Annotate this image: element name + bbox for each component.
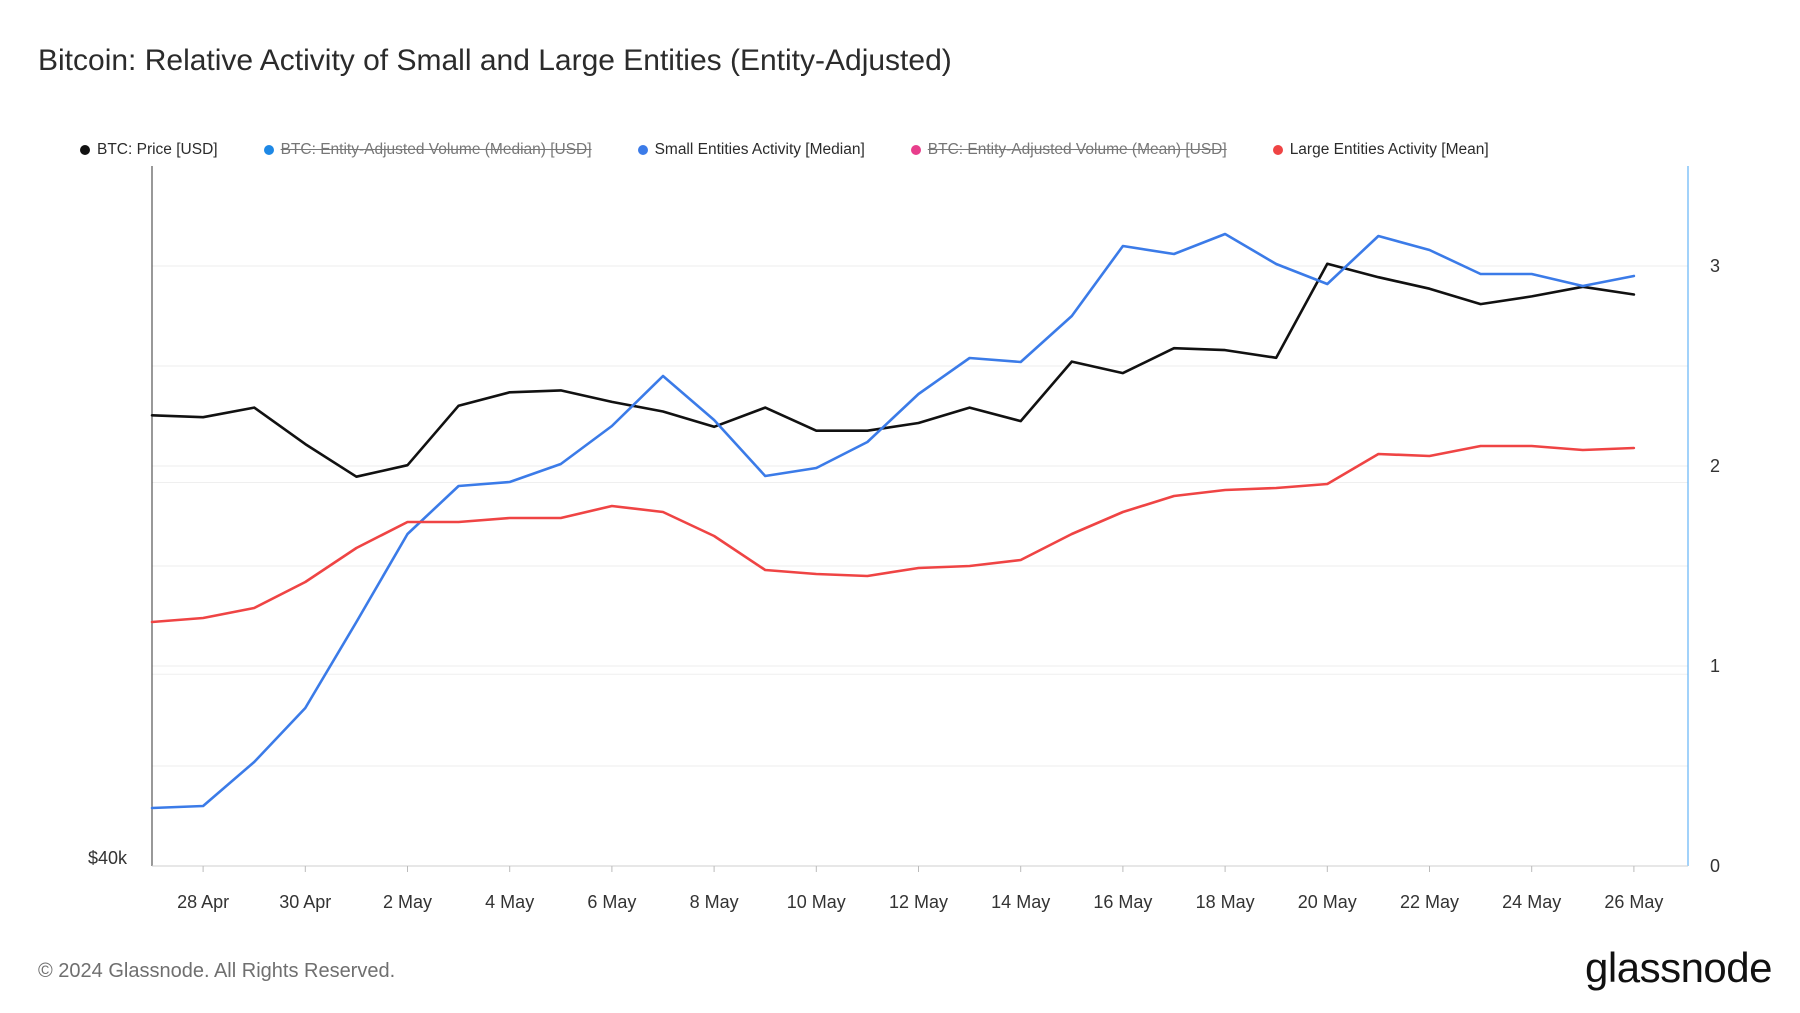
legend-item-large-entities[interactable]: Large Entities Activity [Mean] xyxy=(1272,141,1489,159)
legend-dot-icon xyxy=(80,145,90,155)
legend-label: BTC: Price [USD] xyxy=(97,141,218,158)
chart-title: Bitcoin: Relative Activity of Small and … xyxy=(38,44,952,77)
legend-dot-icon xyxy=(637,145,648,155)
x-tick-label: 2 May xyxy=(383,892,432,912)
right-axis-tick-label: 0 xyxy=(1710,856,1720,876)
series-line-large-entities-activity-mean xyxy=(150,444,1636,624)
right-axis-tick-label: 3 xyxy=(1710,256,1720,276)
legend-label: Small Entities Activity [Median] xyxy=(654,141,865,158)
x-tick-label: 14 May xyxy=(991,892,1050,912)
legend-item-small-entities[interactable]: Small Entities Activity [Median] xyxy=(637,141,865,159)
x-tick-label: 30 Apr xyxy=(279,892,331,912)
x-tick-label: 10 May xyxy=(787,892,846,912)
legend-item-btc-price[interactable]: BTC: Price [USD] xyxy=(80,141,218,159)
x-tick-label: 26 May xyxy=(1604,892,1663,912)
legend-item-volume-mean[interactable]: BTC: Entity-Adjusted Volume (Mean) [USD] xyxy=(910,141,1227,159)
legend-item-volume-median[interactable]: BTC: Entity-Adjusted Volume (Median) [US… xyxy=(263,141,592,159)
x-tick-label: 6 May xyxy=(587,892,636,912)
x-tick-label: 28 Apr xyxy=(177,892,229,912)
x-tick-label: 22 May xyxy=(1400,892,1459,912)
right-axis-tick-label: 1 xyxy=(1710,656,1720,676)
x-tick-label: 4 May xyxy=(485,892,534,912)
right-axis-tick-label: 2 xyxy=(1710,456,1720,476)
series-line-small-entities-activity-median xyxy=(150,232,1636,810)
legend-dot-icon xyxy=(910,145,921,155)
glassnode-logo: glassnode xyxy=(1585,944,1772,991)
copyright-text: © 2024 Glassnode. All Rights Reserved. xyxy=(38,960,396,982)
x-tick-label: 8 May xyxy=(690,892,739,912)
series-line-btc-price-usd xyxy=(150,262,1636,479)
left-axis-tick-label: $40k xyxy=(88,848,128,868)
legend-label: BTC: Entity-Adjusted Volume (Mean) [USD] xyxy=(927,141,1227,158)
legend-dot-icon xyxy=(1272,145,1283,155)
legend-label: BTC: Entity-Adjusted Volume (Median) [US… xyxy=(280,141,592,158)
legend: BTC: Price [USD] BTC: Entity-Adjusted Vo… xyxy=(80,141,1535,159)
legend-label: Large Entities Activity [Mean] xyxy=(1289,141,1489,158)
x-tick-label: 18 May xyxy=(1196,892,1255,912)
x-tick-label: 16 May xyxy=(1093,892,1152,912)
legend-dot-icon xyxy=(263,145,274,155)
x-tick-label: 20 May xyxy=(1298,892,1357,912)
x-tick-label: 12 May xyxy=(889,892,948,912)
x-tick-label: 24 May xyxy=(1502,892,1561,912)
